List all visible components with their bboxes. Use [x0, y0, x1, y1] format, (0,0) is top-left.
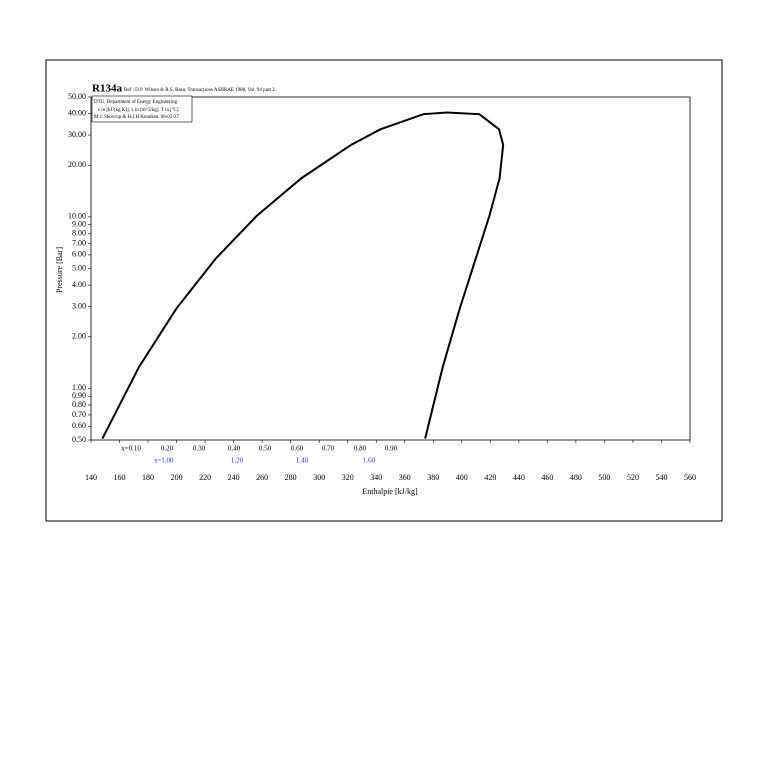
y-tick-label: 10.00	[68, 212, 86, 221]
y-tick-label: 30.00	[68, 130, 86, 139]
quality-label: 0.90	[385, 445, 398, 453]
x-tick-label: 540	[655, 473, 667, 482]
quality-label: 0.80	[354, 445, 367, 453]
x-tick-label: 360	[399, 473, 411, 482]
entropy-label: 1.40	[296, 457, 309, 465]
y-tick-label: 20.00	[68, 160, 86, 169]
y-tick-label: 1.00	[72, 383, 86, 392]
y-tick-label: 50.00	[68, 92, 86, 101]
x-tick-label: 480	[570, 473, 582, 482]
y-tick-label: 0.90	[72, 391, 86, 400]
x-tick-label: 320	[342, 473, 354, 482]
x-tick-label: 140	[85, 473, 97, 482]
y-tick-label: 4.00	[72, 280, 86, 289]
info-box	[91, 95, 193, 123]
quality-label: 0.50	[259, 445, 272, 453]
x-tick-label: 160	[114, 473, 126, 482]
y-tick-label: 0.80	[72, 400, 86, 409]
chart-subtitle: Ref : D.P. Wilson & R.S. Basu, Transacti…	[124, 88, 276, 93]
entropy-label: 1.60	[363, 457, 376, 465]
entropy-label: s=1.00	[155, 457, 174, 465]
y-tick-label: 40.00	[68, 108, 86, 117]
note: s in [kJ/(kg K)]. v in [m^3/kg]. T in [º…	[98, 107, 179, 113]
y-tick-label: 6.00	[72, 250, 86, 259]
y-tick-label: 0.50	[72, 435, 86, 444]
quality-label: 0.70	[322, 445, 335, 453]
y-tick-label: 3.00	[72, 301, 86, 310]
chart-title: R134a	[92, 83, 122, 95]
x-tick-label: 180	[142, 473, 154, 482]
y-tick-label: 0.60	[72, 421, 86, 430]
entropy-label: 1.20	[231, 457, 244, 465]
plot-area	[90, 96, 691, 441]
quality-label: 0.20	[161, 445, 174, 453]
quality-label: x=0.10	[121, 445, 141, 453]
x-tick-label: 340	[370, 473, 382, 482]
x-tick-label: 460	[541, 473, 553, 482]
x-tick-label: 200	[171, 473, 183, 482]
y-tick-label: 9.00	[72, 220, 86, 229]
x-axis-label: Enthalpie [kJ/kg]	[362, 487, 418, 496]
y-axis-label: Pressure [Bar]	[55, 247, 64, 293]
y-tick-label: 5.00	[72, 263, 86, 272]
x-tick-label: 420	[484, 473, 496, 482]
x-tick-label: 380	[427, 473, 439, 482]
note: M.J. Skovrup & H.J.H Knudsen. 06-02-27	[94, 115, 180, 120]
x-tick-label: 260	[256, 473, 268, 482]
x-tick-label: 240	[228, 473, 240, 482]
note: DTU, Department of Energy Engineering	[94, 100, 178, 105]
x-tick-label: 520	[627, 473, 639, 482]
x-tick-label: 440	[513, 473, 525, 482]
x-tick-label: 500	[598, 473, 610, 482]
x-tick-label: 400	[456, 473, 468, 482]
y-tick-label: 8.00	[72, 228, 86, 237]
x-tick-label: 560	[684, 473, 696, 482]
quality-label: 0.40	[228, 445, 241, 453]
x-tick-label: 300	[313, 473, 325, 482]
x-tick-label: 220	[199, 473, 211, 482]
y-tick-label: 7.00	[72, 238, 86, 247]
saturation-line	[101, 111, 505, 439]
quality-label: 0.60	[291, 445, 304, 453]
frame	[45, 59, 723, 522]
quality-label: 0.30	[193, 445, 206, 453]
x-tick-label: 280	[285, 473, 297, 482]
y-tick-label: 2.00	[72, 332, 86, 341]
y-tick-label: 0.70	[72, 410, 86, 419]
